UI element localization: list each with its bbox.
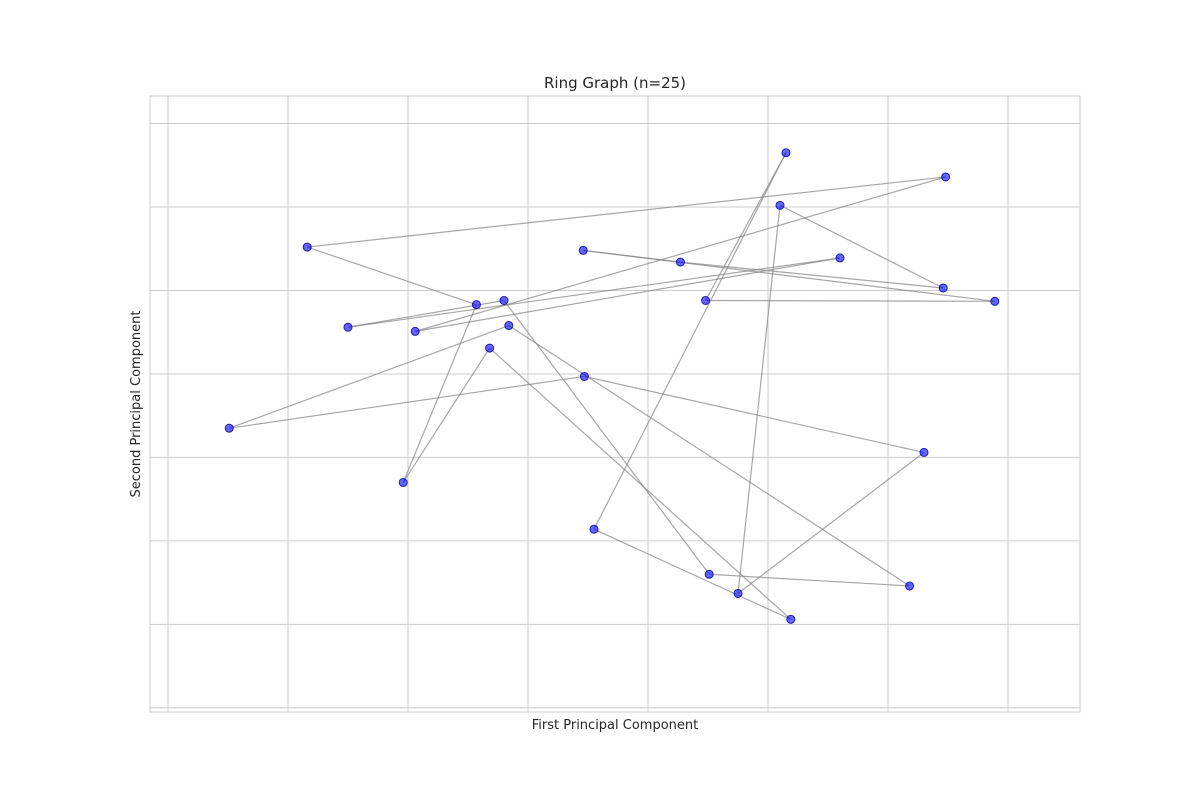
graph-edge-23 <box>705 299 995 302</box>
graph-edge-5 <box>584 375 925 453</box>
graph-edge-4 <box>737 451 925 594</box>
graph-node-14 <box>504 321 514 331</box>
graph-edge-19 <box>489 347 792 620</box>
graph-node-1 <box>675 257 685 267</box>
graph-node-24 <box>905 581 915 591</box>
graph-node-23 <box>704 569 714 579</box>
graph-edge-16 <box>307 246 477 306</box>
graph-node-16 <box>579 371 589 381</box>
graph-node-5 <box>589 524 599 534</box>
graph-edge-6 <box>229 375 585 429</box>
graph-edge-13 <box>415 257 841 332</box>
y-axis-label: Second Principal Component <box>129 311 144 498</box>
graph-node-2 <box>938 283 948 293</box>
graph-node-3 <box>302 242 312 252</box>
graph-node-13 <box>990 296 1000 306</box>
graph-node-20 <box>499 295 509 305</box>
graph-edge-12 <box>347 257 841 328</box>
graph-edge-8 <box>508 325 910 587</box>
graph-node-6 <box>775 200 785 210</box>
graph-node-15 <box>224 423 234 433</box>
graph-edge-18 <box>402 347 491 483</box>
nodes <box>224 148 1000 624</box>
graph-node-9 <box>941 172 951 182</box>
graph-edge-10 <box>503 300 710 575</box>
graph-edge-7 <box>228 324 510 429</box>
grid-lines <box>150 96 1080 712</box>
graph-node-11 <box>835 253 845 263</box>
graph-node-4 <box>471 300 481 310</box>
graph-edge-2 <box>779 204 944 289</box>
x-axis-label: First Principal Component <box>532 718 699 733</box>
graph-edge-15 <box>307 176 946 248</box>
graph-node-8 <box>781 148 791 158</box>
graph-node-21 <box>786 614 796 624</box>
graph-node-0 <box>578 245 588 255</box>
chart-title: Ring Graph (n=25) <box>544 74 686 92</box>
graph-node-18 <box>733 588 743 598</box>
graph-edge-24 <box>583 249 995 302</box>
graph-node-19 <box>398 477 408 487</box>
plot-background <box>150 96 1080 712</box>
graph-edge-22 <box>705 152 787 301</box>
graph-edge-17 <box>402 304 477 483</box>
graph-node-17 <box>919 447 929 457</box>
edges <box>228 152 995 620</box>
plot-frame <box>149 95 1081 713</box>
graph-edge-14 <box>415 176 946 332</box>
graph-edge-21 <box>593 152 787 530</box>
graph-node-22 <box>485 343 495 353</box>
graph-node-7 <box>701 295 711 305</box>
graph-node-12 <box>343 322 353 332</box>
graph-edge-20 <box>593 528 792 620</box>
graph-node-10 <box>410 326 420 336</box>
